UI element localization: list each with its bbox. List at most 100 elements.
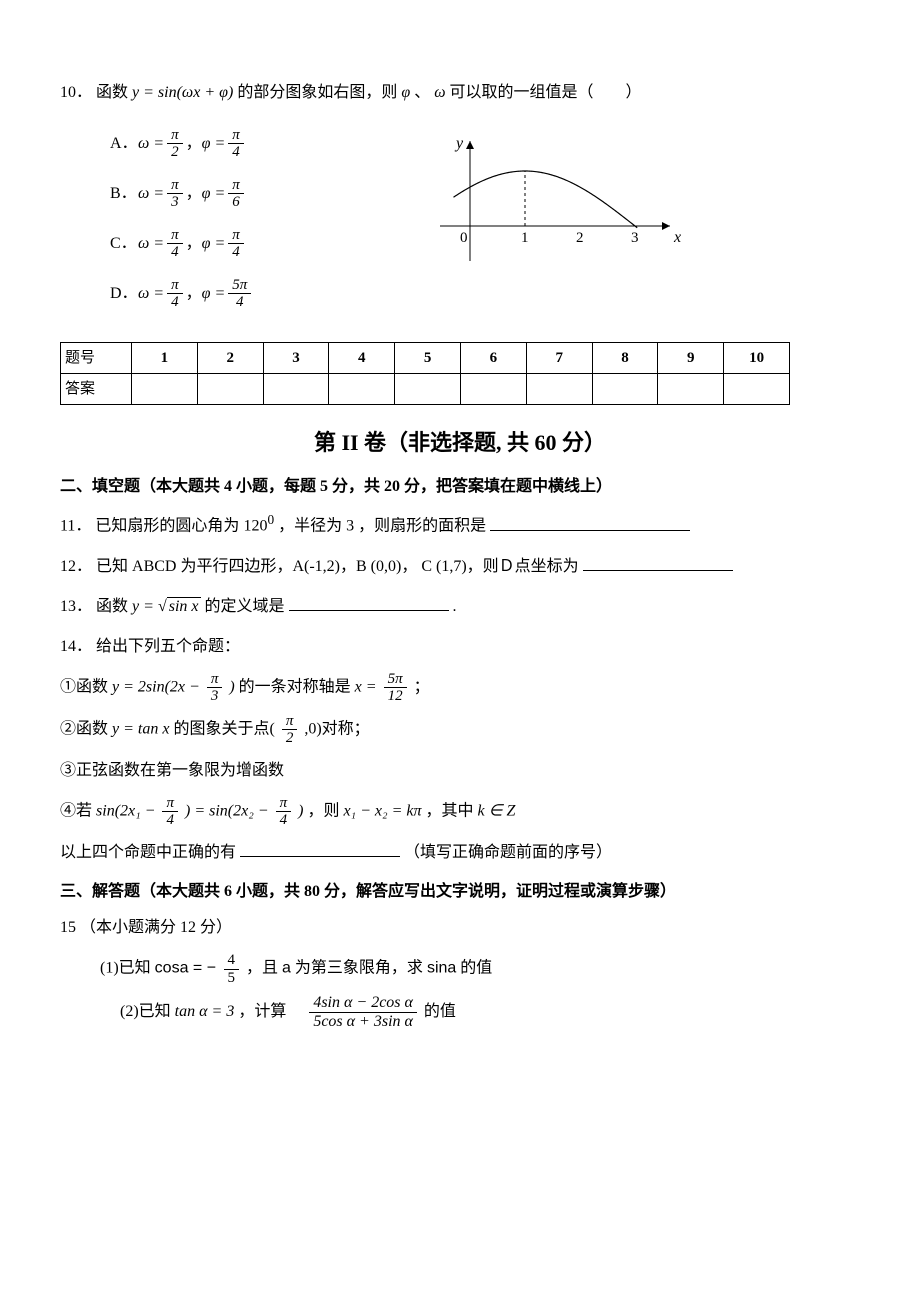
comma: ， (186, 181, 202, 207)
p1-a: a (282, 960, 291, 977)
answer-blank (583, 554, 733, 571)
q10-options: A． ω = π2 ， φ = π4 B． ω = π3 ， φ = π6 C．… (110, 116, 390, 322)
q-number: 14． (60, 638, 92, 655)
p1-pre: (1)已知 (100, 960, 151, 977)
p2-post: ,0)对称； (304, 720, 369, 737)
p4-eq: ) = sin(2x₂ − (185, 802, 273, 819)
q10-option-a: A． ω = π2 ， φ = π4 (110, 122, 390, 166)
table-row: 题号 1 2 3 4 5 6 7 8 9 10 (61, 342, 790, 373)
fraction: π4 (228, 127, 244, 161)
fraction: 5π12 (384, 671, 407, 705)
p2-pre: ②函数 (60, 720, 112, 737)
svg-text:y: y (454, 135, 464, 152)
col-header: 7 (526, 342, 592, 373)
comma: ， (186, 231, 202, 257)
close-paren: ) (229, 678, 234, 695)
question-11: 11． 已知扇形的圆心角为 1200 ，半径为 3 ，则扇形的面积是 (60, 507, 860, 542)
answer-cell (132, 373, 198, 404)
tail-post: （填写正确命题前面的序号） (404, 844, 612, 861)
p2-post: 的值 (424, 1003, 456, 1020)
omega-eq: ω = (138, 281, 164, 307)
answer-cell (658, 373, 724, 404)
answer-blank (289, 594, 449, 611)
col-header: 1 (132, 342, 198, 373)
p4-mid: ，则 (307, 802, 343, 819)
row-header: 题号 (61, 342, 132, 373)
svg-text:3: 3 (631, 230, 639, 246)
q10-option-b: B． ω = π3 ， φ = π6 (110, 172, 390, 216)
p4-lhs: sin(2x₁ − (96, 802, 159, 819)
q11-post: ，则扇形的面积是 (358, 518, 486, 535)
p4-k: k ∈ Z (478, 802, 516, 819)
q-number: 12． (60, 558, 92, 575)
col-header: 4 (329, 342, 395, 373)
svg-text:0: 0 (460, 230, 468, 246)
fraction: π4 (276, 795, 292, 829)
q11-mid: ，半径为 (278, 518, 342, 535)
q15-part-2: (2)已知 tan α = 3 ，计算 4sin α − 2cos α 5cos… (120, 994, 860, 1030)
p2-y: y = tan x (112, 720, 169, 737)
fraction: π2 (167, 127, 183, 161)
table-row: 答案 (61, 373, 790, 404)
p2-mid: 的图象关于点( (173, 720, 274, 737)
answer-cell (592, 373, 658, 404)
q14-prop-2: ②函数 y = tan x 的图象关于点( π2 ,0)对称； (60, 713, 860, 747)
p1-x: x = (355, 678, 381, 695)
q13-y: y = (132, 598, 158, 615)
p1-post: 的值 (460, 960, 492, 977)
fraction: 45 (224, 952, 240, 986)
fraction: 5π4 (228, 277, 251, 311)
sine-graph: yx0123 (430, 126, 690, 286)
p4-diff: x₁ − x₂ = kπ (343, 802, 421, 819)
close-paren: ) (298, 802, 303, 819)
col-header: 9 (658, 342, 724, 373)
q10-tail: 可以取的一组值是（ ） (450, 84, 642, 101)
sqrt-icon: √sin x (158, 591, 201, 623)
omega-eq: ω = (138, 231, 164, 257)
q-number: 11． (60, 518, 91, 535)
phi-eq: φ = (202, 181, 226, 207)
q14-prop-4: ④若 sin(2x₁ − π4 ) = sin(2x₂ − π4 ) ，则 x₁… (60, 795, 860, 829)
answer-cell (724, 373, 790, 404)
fraction: π3 (207, 671, 223, 705)
question-14-stem: 14． 给出下列五个命题： (60, 631, 860, 663)
fraction: 4sin α − 2cos α 5cos α + 3sin α (309, 994, 417, 1030)
p1-y: y = 2sin(2x − (112, 678, 204, 695)
solve-header: 三、解答题（本大题共 6 小题，共 80 分，解答应写出文字说明，证明过程或演算… (60, 879, 860, 905)
p4-post: ，其中 (426, 802, 478, 819)
p2-pre: (2)已知 (120, 1003, 175, 1020)
question-12: 12． 已知 ABCD 为平行四边形，A(-1,2)，B (0,0)， C (1… (60, 551, 860, 583)
q10-text-pre: 函数 (96, 84, 132, 101)
q13-pre: 函数 (96, 598, 132, 615)
section-2-title: 第 II 卷（非选择题, 共 60 分） (60, 425, 860, 460)
q15-head: （本小题满分 12 分） (80, 919, 232, 936)
col-header: 5 (395, 342, 461, 373)
answer-cell (395, 373, 461, 404)
fraction: π4 (162, 795, 178, 829)
fraction: π2 (282, 713, 298, 747)
option-label: C． (110, 231, 138, 257)
q10-stem: 10． 函数 y = sin(ωx + φ) 的部分图象如右图，则 φ 、 ω … (60, 80, 860, 106)
q10-option-d: D． ω = π4 ， φ = 5π4 (110, 272, 390, 316)
q10-omega: ω (434, 84, 445, 101)
fraction: π3 (167, 177, 183, 211)
question-10: 10． 函数 y = sin(ωx + φ) 的部分图象如右图，则 φ 、 ω … (60, 80, 860, 322)
p2-mid: ，计算 (238, 1003, 306, 1020)
col-header: 2 (197, 342, 263, 373)
answer-blank (490, 514, 690, 531)
q10-phi: φ (401, 84, 410, 101)
p1-mid: 的一条对称轴是 (239, 678, 355, 695)
svg-text:x: x (673, 229, 681, 246)
q14-prop-3: ③正弦函数在第一象限为增函数 (60, 755, 860, 787)
q-number: 13． (60, 598, 92, 615)
radicand: sin x (167, 597, 201, 615)
p4-pre: ④若 (60, 802, 96, 819)
phi-eq: φ = (202, 281, 226, 307)
col-header: 10 (724, 342, 790, 373)
omega-eq: ω = (138, 181, 164, 207)
q10-sep: 、 (414, 84, 430, 101)
q10-option-c: C． ω = π4 ， φ = π4 (110, 222, 390, 266)
omega-eq: ω = (138, 131, 164, 157)
fraction: π4 (167, 277, 183, 311)
q11-pre: 已知扇形的圆心角为 (95, 518, 239, 535)
